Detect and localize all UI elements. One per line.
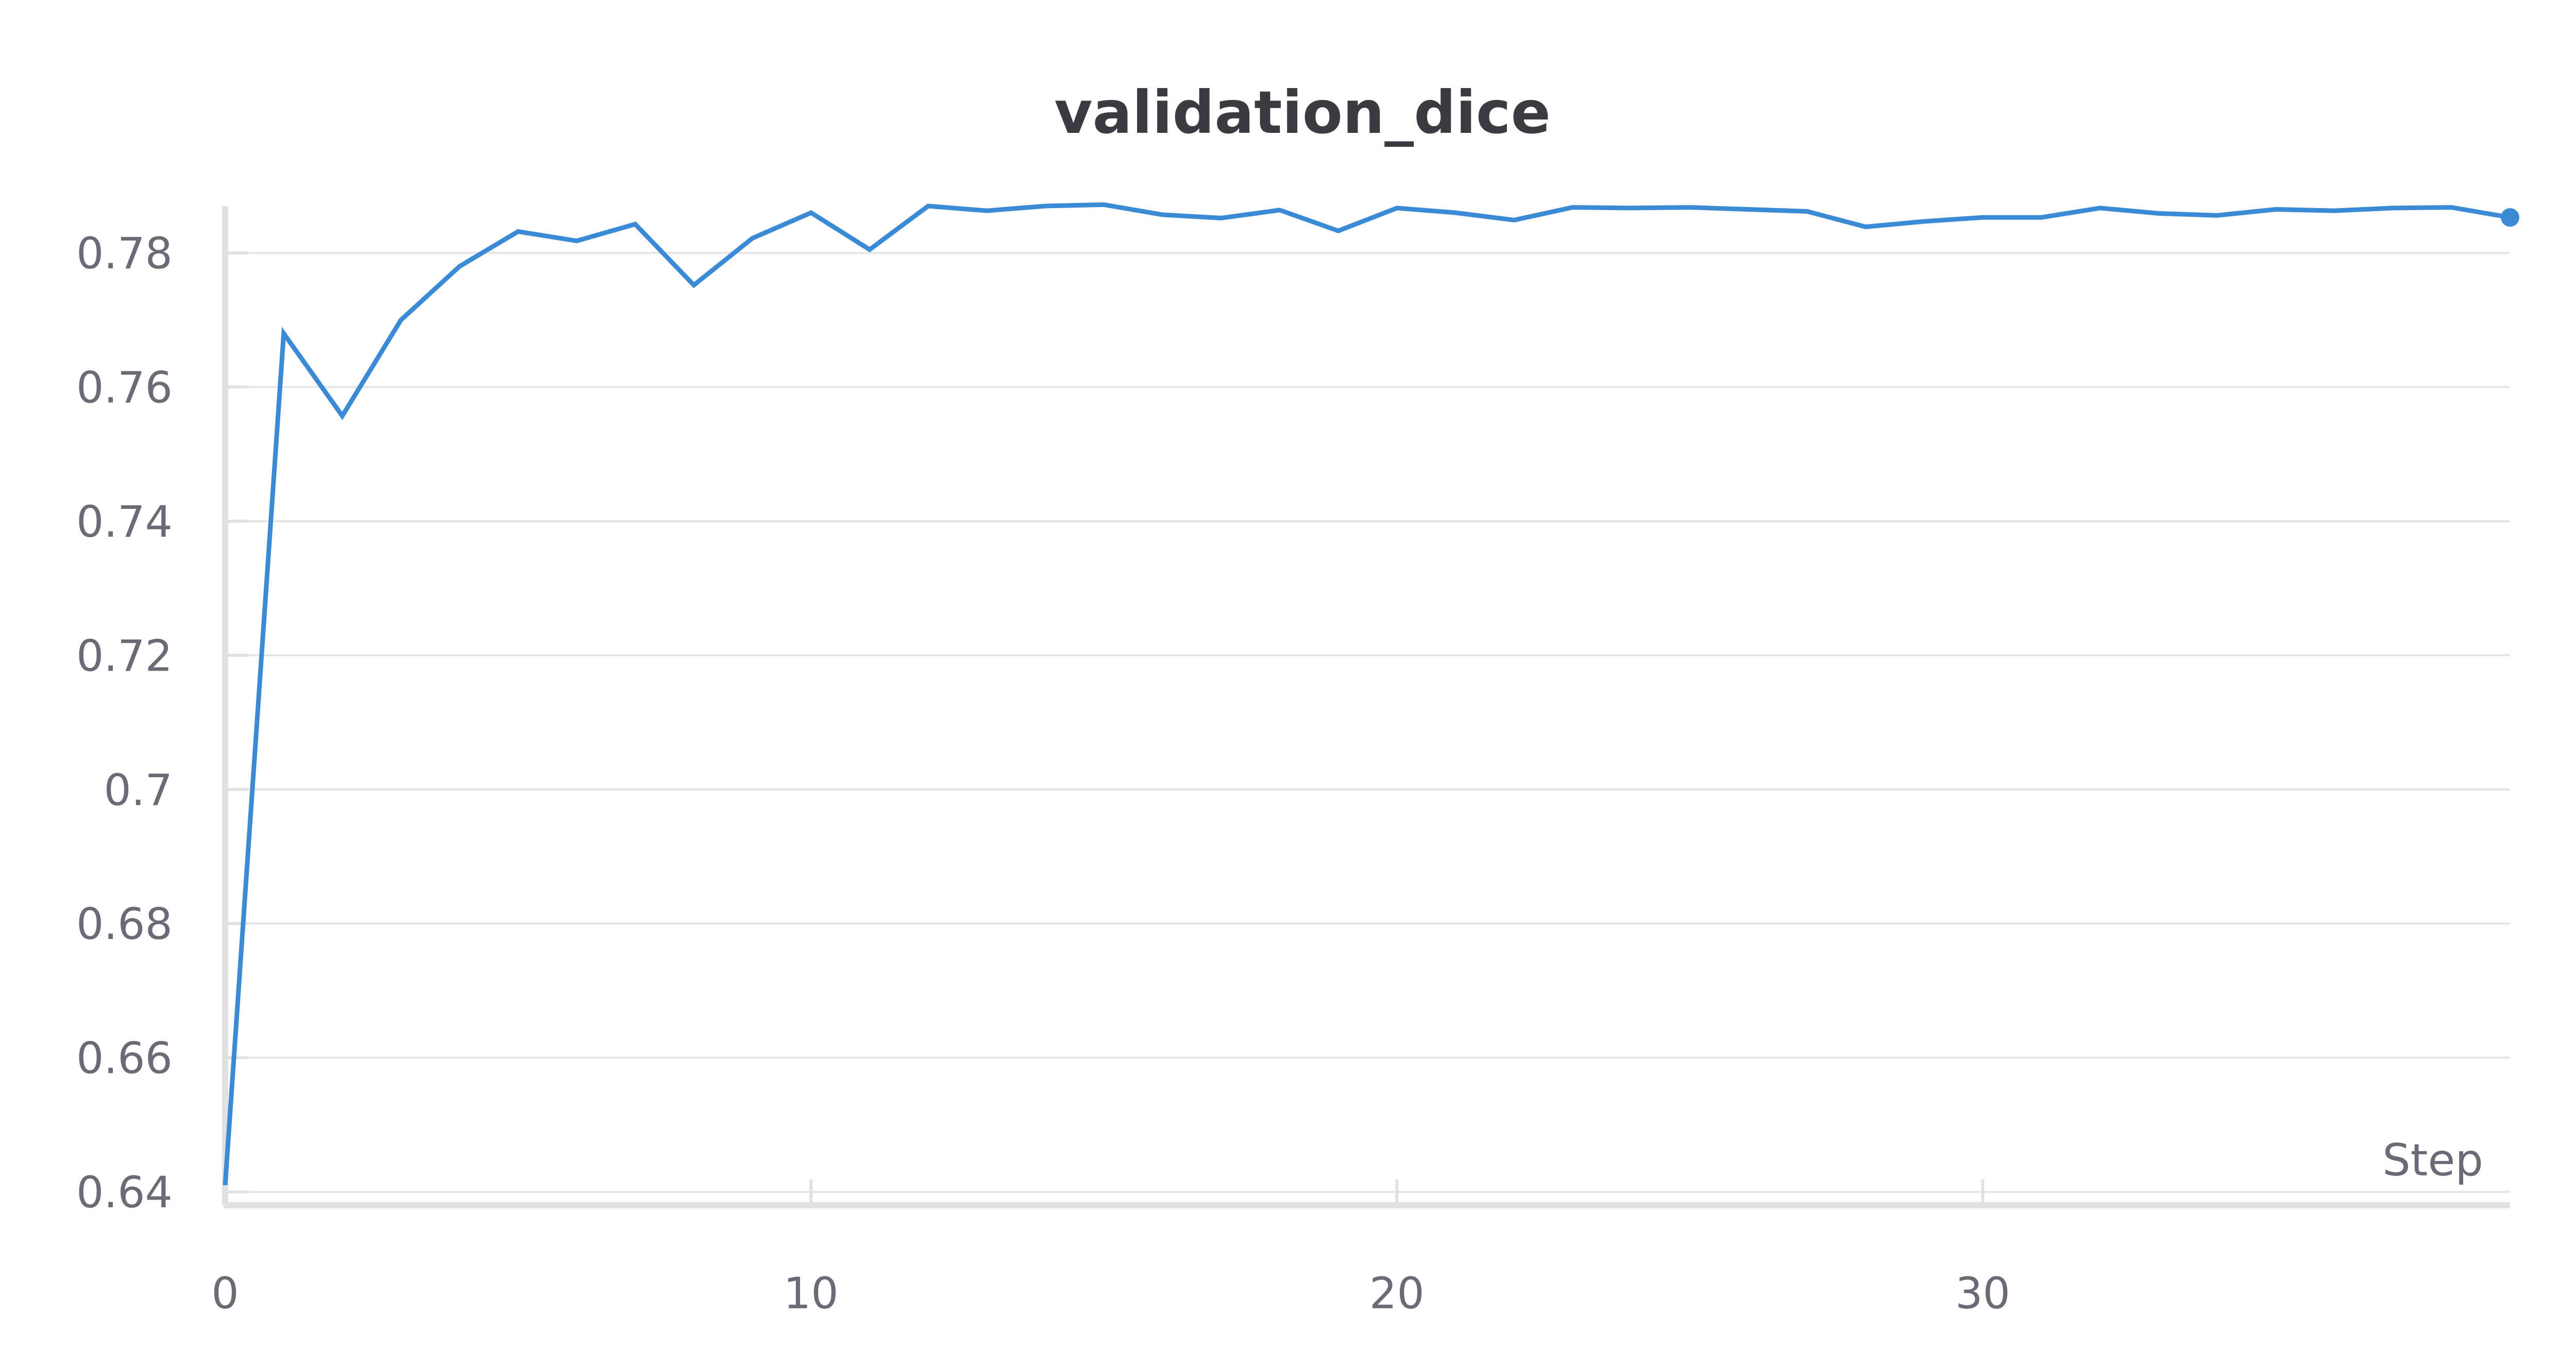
y-tick-label: 0.72 <box>76 630 173 681</box>
x-axis-label: Step <box>2382 1135 2483 1186</box>
x-tick-label: 10 <box>784 1268 839 1319</box>
y-tick-label: 0.78 <box>76 228 173 279</box>
y-tick-label: 0.76 <box>76 363 173 413</box>
x-tick-label: 20 <box>1369 1268 1425 1319</box>
y-tick-label: 0.66 <box>76 1033 173 1084</box>
grid-lines <box>222 251 2510 1208</box>
series-layer <box>223 202 2519 1186</box>
x-tick-label: 0 <box>211 1268 239 1319</box>
y-tick-label: 0.68 <box>76 899 173 949</box>
series-end-point <box>2501 208 2519 227</box>
x-tick-labels: 0 10 20 30 <box>211 1268 2010 1319</box>
series-line <box>223 202 2511 1186</box>
x-tick-label: 30 <box>1955 1268 2010 1319</box>
chart-title: validation_dice <box>1054 78 1551 147</box>
y-tick-labels: 0.64 0.66 0.68 0.7 0.72 0.74 0.76 0.78 <box>76 228 173 1218</box>
y-tick-label: 0.74 <box>76 497 173 547</box>
y-tick-label: 0.7 <box>104 765 173 815</box>
axes <box>222 206 2510 1208</box>
y-tick-label: 0.64 <box>76 1167 173 1218</box>
